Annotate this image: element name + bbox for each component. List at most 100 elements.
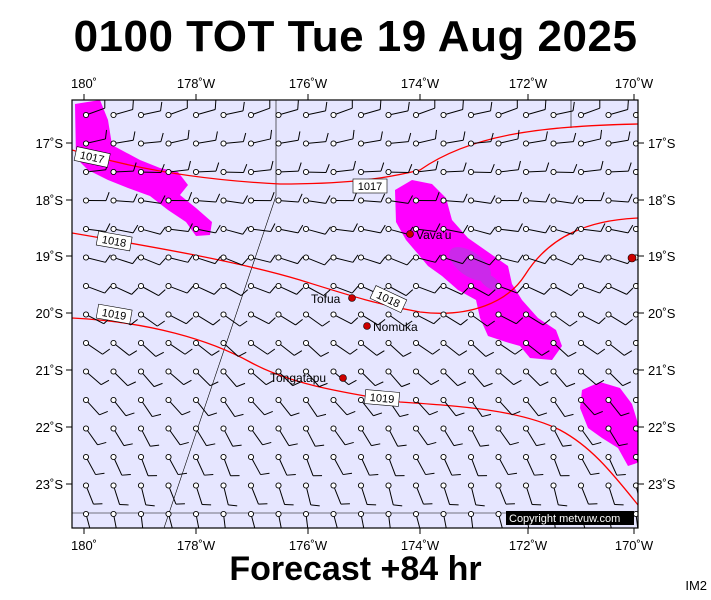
wind-barb [632,396,638,404]
wind-barb [247,160,274,176]
lon-label-top-172w: 172˚W [509,76,548,91]
wind-barb [440,311,468,326]
lon-label-top-178w: 178˚W [177,76,216,91]
wind-barb [385,339,412,357]
wind-barb [577,453,600,476]
wind-barb [440,193,468,204]
wind-barb [412,311,441,325]
wind-barb [275,254,304,265]
wind-barb [110,224,139,234]
wind-barb [137,195,166,204]
wind-barb [605,339,633,356]
lat-label-right-17s: 17˚S [648,136,676,151]
wind-barb [467,282,496,297]
wind-barb [495,339,523,355]
wind-barb [137,510,145,528]
wind-barb [412,282,441,294]
lat-label-right-18s: 18˚S [648,193,676,208]
wind-barb [495,192,523,204]
wind-barb [82,482,103,505]
wind-barb [192,510,200,528]
wind-barb [385,132,412,147]
wind-barb [82,192,110,204]
wind-barb [550,163,578,176]
wind-barb [440,368,466,387]
wind-barb [412,510,421,528]
wind-barb [275,282,304,295]
wind-barb [632,482,638,496]
wind-barb [82,129,108,147]
wind-barb [275,224,304,234]
lat-label-left-20s: 20˚S [36,306,64,321]
dateline [163,195,277,528]
wind-barb [110,453,131,476]
lon-label-bottom-174w: 174˚W [401,538,440,553]
wind-barb [192,482,212,506]
wind-barb [275,453,296,476]
wind-barb [220,163,248,176]
wind-barb [192,224,221,234]
wind-barb [632,311,638,318]
wind-barb [440,482,459,506]
wind-barb [302,282,331,297]
wind-barb [550,425,572,447]
wind-barb [550,225,579,235]
wind-barb [577,311,606,325]
wind-barb [550,195,579,204]
wind-barb [275,311,303,326]
wind-barb [385,195,414,204]
wind-barb [467,339,494,357]
wind-barb [82,223,111,233]
wind-barb [165,425,189,446]
wind-barb [165,311,194,325]
wind-barb [220,482,238,507]
wind-barb [522,224,551,234]
wind-barb [522,339,550,356]
copyright-text: Copyright metvuw.com [509,513,620,525]
lat-labels-right: 17˚S 18˚S 19˚S 20˚S 21˚S 22˚S 23˚S [648,136,676,492]
wind-barb [440,100,464,119]
wind-barb [330,425,354,446]
wind-barb [412,192,440,204]
wind-barb [632,282,638,290]
wind-barb [247,223,276,233]
wind-barb [495,453,518,476]
wind-barb [357,396,383,417]
wind-barb [522,282,551,295]
wind-barb [550,101,575,119]
wind-barb [550,368,576,388]
wind-barb [440,339,468,356]
wind-barb [577,192,605,204]
wind-barb [605,482,624,506]
wind-barb [110,131,136,147]
wind-barb [247,368,275,386]
lat-label-left-19s: 19˚S [36,249,64,264]
wind-barb [192,131,218,147]
wind-barb [192,254,221,265]
copyright-box: Copyright metvuw.com [506,511,634,525]
wind-barb [522,368,549,387]
wind-barb [522,396,548,417]
wind-barb [605,224,634,234]
wind-barb [82,100,106,119]
wind-barb [577,223,606,233]
wind-barb [577,254,606,263]
lon-label-bottom-178w: 178˚W [177,538,216,553]
wind-barb [330,129,355,147]
wind-barb [192,339,220,356]
wind-barb [137,425,160,447]
svg-text:1017: 1017 [79,150,105,167]
wind-barb [495,311,524,325]
wind-barb [467,132,494,147]
wind-barb [330,339,358,355]
wind-barb [165,192,193,204]
wind-barb [275,100,299,119]
wind-barb [220,132,247,147]
isobar-1018 [72,217,638,314]
wind-barb [412,254,441,263]
wind-barb [385,282,414,297]
wind-barb [275,339,303,356]
wind-barb [302,482,320,507]
lat-label-left-22s: 22˚S [36,420,64,435]
wind-barb [577,425,602,446]
